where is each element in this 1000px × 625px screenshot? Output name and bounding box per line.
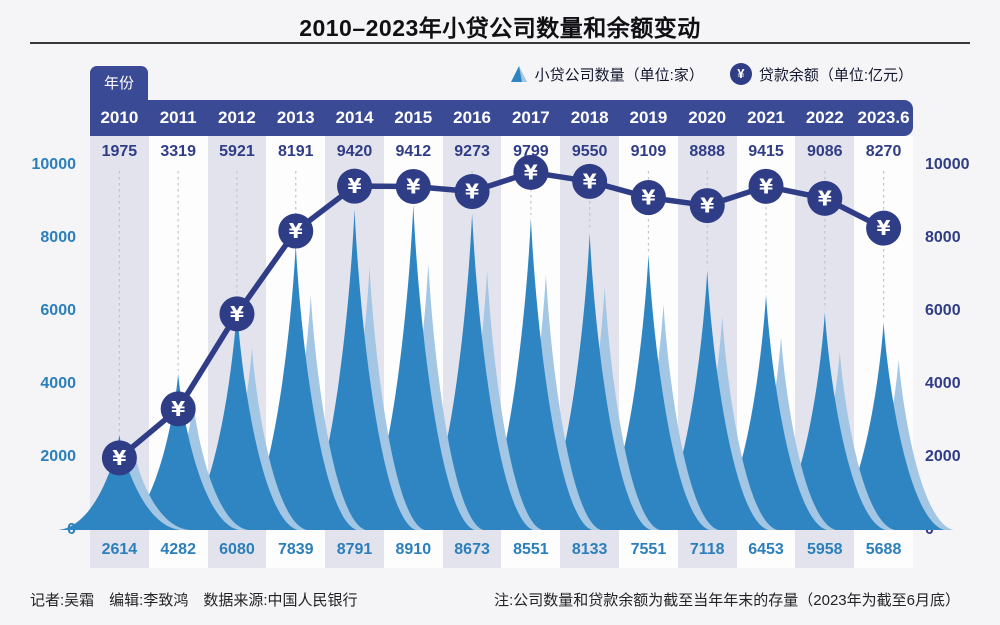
stripe-col-2013 [266,136,326,568]
balance-value-2014: 9420 [336,143,373,160]
balance-value-2020: 8888 [689,143,725,160]
legend-item-company: 小贷公司数量（单位:家） [510,64,704,85]
axis-right-tick-6000: 6000 [925,302,961,319]
stripe-col-2018 [560,136,620,568]
yen-icon: ¥ [729,63,752,85]
year-label-2016: 2016 [453,108,491,127]
company-value-2014: 8791 [336,541,373,558]
chart-legend: 小贷公司数量（单位:家） ¥ 贷款余额（单位:亿元） [510,60,913,88]
balance-value-2012: 5921 [219,143,255,160]
year-label-2014: 2014 [335,108,374,127]
stripe-col-2022 [795,136,855,568]
year-label-2021: 2021 [747,108,785,127]
year-label-2013: 2013 [276,108,315,127]
stripe-col-2014 [325,136,384,568]
axis-left-tick-10000: 10000 [31,156,77,173]
note-text: 注:公司数量和贷款余额为截至当年年末的存量（2023年为截至6月底） [494,592,960,609]
axis-right-tick-0: 0 [925,521,934,538]
company-value-2016: 8673 [454,541,490,558]
year-label-2017: 2017 [511,108,550,127]
axis-right-tick-10000: 10000 [925,156,970,173]
credits-text: 记者:吴霜 编辑:李致鸿 数据来源:中国人民银行 [30,592,358,609]
company-value-2021: 6453 [748,541,784,558]
legend-label-balance: 贷款余额（单位:亿元） [758,66,913,84]
stripe-col-2011 [148,136,208,568]
spike-triangle-icon [510,65,527,82]
stripe-col-2023.6 [854,136,913,568]
stripe-col-2012 [207,136,267,568]
year-label-2012: 2012 [218,108,256,127]
company-value-2020: 7118 [689,541,725,558]
axis-left-tick-2000: 2000 [40,448,76,465]
year-label-2010: 2010 [100,108,139,127]
balance-value-2021: 9415 [748,143,784,160]
axis-left-tick-4000: 4000 [40,375,76,392]
balance-value-2019: 9109 [630,143,667,160]
legend-item-balance: ¥ 贷款余额（单位:亿元） [729,63,913,85]
page-title: 2010–2023年小贷公司数量和余额变动 [299,15,701,41]
balance-value-2015: 9412 [395,143,432,160]
axis-left-tick-0: 0 [67,521,76,538]
year-axis-tab: 年份 [90,66,148,100]
axis-right-tick-4000: 4000 [925,375,961,392]
stripe-col-2021 [736,136,796,568]
year-label-2011: 2011 [159,108,197,127]
company-value-2023.6: 5688 [865,541,902,558]
stripe-col-2019 [619,136,678,568]
balance-value-2018: 9550 [571,143,608,160]
balance-value-2022: 9086 [806,143,843,160]
axis-left-tick-8000: 8000 [40,229,76,246]
balance-value-2011: 3319 [160,143,196,160]
company-value-2015: 8910 [395,541,432,558]
balance-value-2023.6: 8270 [865,143,902,160]
title-underline [30,42,970,44]
year-label-2023.6: 2023.6 [857,108,910,127]
year-label-2015: 2015 [394,108,433,127]
company-value-2018: 8133 [571,541,608,558]
year-band: 2010 2011 2012 2013 2014 2015 2016 2017 2018 2019… [90,100,913,136]
stripe-col-2010 [90,136,149,568]
balance-value-2013: 8191 [277,143,314,160]
stripe-col-2020 [677,136,737,568]
company-value-2017: 8551 [513,541,549,558]
stripe-col-2017 [501,136,561,568]
axis-left-tick-6000: 6000 [40,302,76,319]
company-values-row: 2614 4282 6080 7839 8791 8910 8673 8551 8133 7551… [90,534,913,566]
column-stripes [90,136,913,568]
company-value-2013: 7839 [277,541,314,558]
company-value-2019: 7551 [630,541,667,558]
balance-value-2010: 1975 [101,143,138,160]
stripe-col-2015 [383,136,443,568]
year-label-2020: 2020 [688,108,727,127]
year-label-2019: 2019 [629,108,668,127]
legend-label-company: 小贷公司数量（单位:家） [534,66,704,84]
company-value-2011: 4282 [160,541,196,558]
axis-right-tick-2000: 2000 [925,448,961,465]
year-label-2022: 2022 [805,108,844,127]
balance-value-2016: 9273 [454,143,490,160]
company-value-2010: 2614 [101,541,138,558]
company-value-2012: 6080 [219,541,255,558]
balance-values-row: 1975 3319 5921 8191 9420 9412 9273 9799 9550 9109… [90,136,913,168]
balance-value-2017: 9799 [513,143,549,160]
company-value-2022: 5958 [806,541,843,558]
stripe-col-2016 [442,136,502,568]
axis-right-tick-8000: 8000 [925,229,961,246]
year-label-2018: 2018 [570,108,609,127]
